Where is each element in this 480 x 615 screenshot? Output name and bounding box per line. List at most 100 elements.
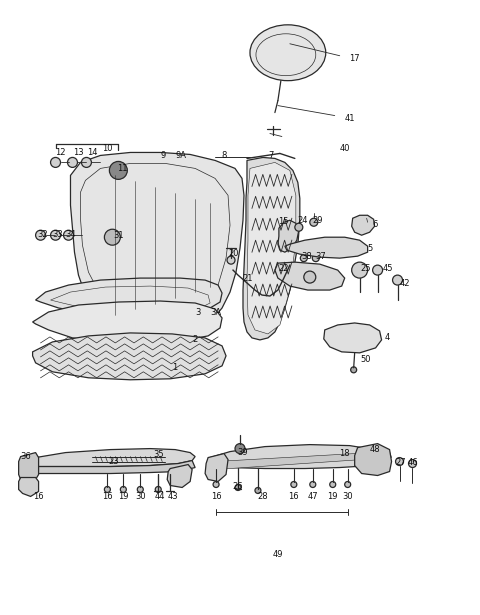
Text: 16: 16 [211, 492, 221, 501]
Circle shape [155, 486, 161, 493]
Text: 45: 45 [383, 264, 393, 272]
Text: 19: 19 [327, 492, 338, 501]
Polygon shape [19, 453, 38, 480]
Text: 36: 36 [20, 452, 31, 461]
Circle shape [120, 486, 126, 493]
Polygon shape [33, 301, 222, 343]
Text: 15: 15 [277, 216, 288, 226]
Text: 48: 48 [369, 445, 380, 454]
Polygon shape [23, 448, 195, 467]
Text: 42: 42 [399, 279, 410, 288]
Text: 31: 31 [113, 231, 124, 240]
Text: 30: 30 [135, 492, 145, 501]
Polygon shape [275, 262, 345, 290]
Circle shape [255, 488, 261, 493]
Text: 22: 22 [278, 264, 289, 272]
Text: 24: 24 [298, 216, 308, 224]
Polygon shape [205, 454, 228, 482]
Text: 32: 32 [37, 230, 48, 239]
Text: 35: 35 [153, 450, 164, 459]
Circle shape [109, 161, 127, 180]
Circle shape [304, 271, 316, 283]
Text: 47: 47 [308, 492, 318, 501]
Circle shape [372, 265, 383, 275]
Polygon shape [215, 451, 392, 469]
Text: 5: 5 [367, 244, 372, 253]
Polygon shape [352, 215, 374, 235]
Polygon shape [33, 333, 226, 380]
Text: 19: 19 [118, 492, 129, 501]
Circle shape [352, 262, 368, 278]
Circle shape [104, 229, 120, 245]
Polygon shape [247, 162, 296, 334]
Text: 17: 17 [349, 54, 360, 63]
Circle shape [351, 367, 357, 373]
Text: 40: 40 [339, 144, 350, 153]
Circle shape [82, 157, 91, 167]
Circle shape [393, 275, 403, 285]
Circle shape [68, 157, 77, 167]
Polygon shape [36, 278, 222, 315]
Circle shape [227, 256, 235, 264]
Text: 18: 18 [339, 449, 350, 458]
Circle shape [104, 486, 110, 493]
Circle shape [310, 482, 316, 488]
Text: 38: 38 [301, 252, 312, 261]
Polygon shape [71, 153, 244, 335]
Circle shape [300, 255, 307, 261]
Text: 16: 16 [288, 492, 299, 501]
Polygon shape [355, 443, 392, 475]
Text: 2: 2 [192, 335, 198, 344]
Text: 13: 13 [73, 148, 84, 157]
Text: 8: 8 [221, 151, 227, 160]
Text: 23: 23 [108, 457, 119, 466]
Text: 10: 10 [102, 144, 113, 153]
Circle shape [408, 459, 417, 467]
Circle shape [213, 482, 219, 488]
Circle shape [396, 458, 404, 466]
Circle shape [50, 157, 60, 167]
Polygon shape [278, 220, 299, 252]
Text: 41: 41 [345, 114, 355, 123]
Text: 9: 9 [161, 151, 166, 160]
Text: 14: 14 [87, 148, 97, 157]
Text: 43: 43 [168, 492, 179, 501]
Text: 27: 27 [395, 458, 406, 467]
Circle shape [310, 218, 318, 226]
Text: 28: 28 [258, 492, 268, 501]
Text: 3: 3 [195, 309, 201, 317]
Text: 20: 20 [229, 248, 239, 258]
Circle shape [235, 443, 245, 454]
Text: 12: 12 [55, 148, 66, 157]
Text: 7: 7 [268, 151, 274, 160]
Text: 25: 25 [360, 264, 371, 272]
Text: 9A: 9A [176, 151, 187, 160]
Text: 11: 11 [117, 164, 128, 173]
Text: 6: 6 [372, 220, 377, 229]
Text: 21: 21 [243, 274, 253, 282]
Polygon shape [167, 464, 192, 488]
Circle shape [50, 230, 60, 240]
Text: 46: 46 [407, 458, 418, 467]
Text: 29: 29 [312, 216, 323, 224]
Text: 34: 34 [65, 230, 76, 239]
Text: 16: 16 [33, 492, 44, 501]
Circle shape [36, 230, 46, 240]
Text: 37: 37 [315, 252, 326, 261]
Text: 33: 33 [52, 230, 63, 239]
Text: 3A: 3A [211, 309, 222, 317]
Circle shape [137, 486, 144, 493]
Text: 49: 49 [273, 550, 283, 559]
Circle shape [235, 485, 241, 491]
Text: 50: 50 [360, 355, 371, 364]
Circle shape [312, 255, 319, 261]
Text: 4: 4 [385, 333, 390, 343]
Circle shape [295, 223, 303, 231]
Polygon shape [285, 237, 368, 258]
Polygon shape [210, 445, 390, 469]
Circle shape [345, 482, 351, 488]
Circle shape [291, 482, 297, 488]
Text: 16: 16 [102, 492, 113, 501]
Circle shape [63, 230, 73, 240]
Text: 39: 39 [238, 448, 248, 457]
